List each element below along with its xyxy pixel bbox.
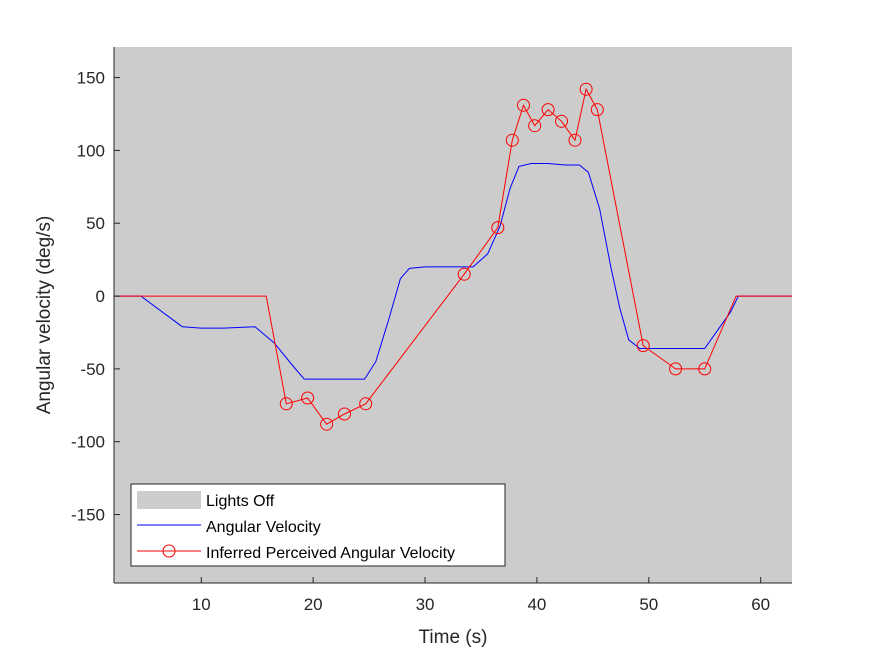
- y-tick-label: 150: [77, 69, 105, 88]
- data-point-inferred-perceived-angular-velocity-15: [636, 339, 650, 353]
- y-tick-label: -100: [71, 433, 105, 452]
- x-axis-title: Time (s): [419, 627, 488, 648]
- data-point-inferred-perceived-angular-velocity-9: [528, 119, 542, 133]
- x-tick-label: 10: [192, 595, 211, 614]
- data-point-inferred-perceived-angular-velocity-13: [579, 82, 593, 96]
- data-point-inferred-perceived-angular-velocity-11: [555, 114, 568, 128]
- x-tick-label: 40: [527, 595, 546, 614]
- x-tick-label: 20: [304, 595, 323, 614]
- legend-swatch-lights-off: [137, 491, 201, 509]
- data-point-inferred-perceived-angular-velocity-7: [505, 133, 519, 147]
- data-point-inferred-perceived-angular-velocity-17: [698, 362, 712, 376]
- y-tick-label: 50: [86, 214, 105, 233]
- data-point-inferred-perceived-angular-velocity-5: [457, 267, 471, 281]
- legend-label-angular-velocity: Angular Velocity: [206, 519, 321, 536]
- y-tick-label: 0: [96, 287, 105, 306]
- data-point-inferred-perceived-angular-velocity-2: [320, 417, 334, 431]
- data-point-inferred-perceived-angular-velocity-16: [669, 362, 683, 376]
- x-tick-label: 60: [751, 595, 770, 614]
- data-point-inferred-perceived-angular-velocity-4: [359, 397, 373, 411]
- data-point-inferred-perceived-angular-velocity-8: [517, 98, 530, 112]
- y-tick-label: -50: [80, 360, 105, 379]
- data-point-inferred-perceived-angular-velocity-14: [590, 103, 604, 117]
- data-point-inferred-perceived-angular-velocity-10: [541, 103, 555, 117]
- series-line-inferred-perceived-angular-velocity: [114, 87, 792, 425]
- legend-marker-perceived-velocity: [162, 544, 176, 558]
- y-tick-label: 100: [77, 141, 105, 160]
- axis-layer: 10 20 30 40 50 60 -150 -100 -50 0 50 100 150: [71, 47, 792, 614]
- data-point-inferred-perceived-angular-velocity-0: [279, 397, 293, 411]
- x-tick-label: 30: [416, 595, 435, 614]
- y-axis-title: Angular velocity (deg/s): [34, 216, 55, 415]
- data-point-inferred-perceived-angular-velocity-12: [568, 133, 582, 147]
- legend-label-perceived-velocity: Inferred Perceived Angular Velocity: [206, 545, 455, 562]
- data-point-inferred-perceived-angular-velocity-3: [338, 407, 351, 421]
- y-tick-label: -150: [71, 506, 105, 525]
- x-tick-label: 50: [639, 595, 658, 614]
- data-point-inferred-perceived-angular-velocity-1: [301, 391, 315, 405]
- series-layer: [114, 82, 792, 431]
- series-line-angular-velocity: [114, 163, 792, 380]
- data-point-inferred-perceived-angular-velocity-6: [491, 221, 505, 235]
- legend: Lights Off Angular Velocity Inferred Per…: [130, 483, 506, 567]
- legend-label-lights-off: Lights Off: [206, 493, 275, 510]
